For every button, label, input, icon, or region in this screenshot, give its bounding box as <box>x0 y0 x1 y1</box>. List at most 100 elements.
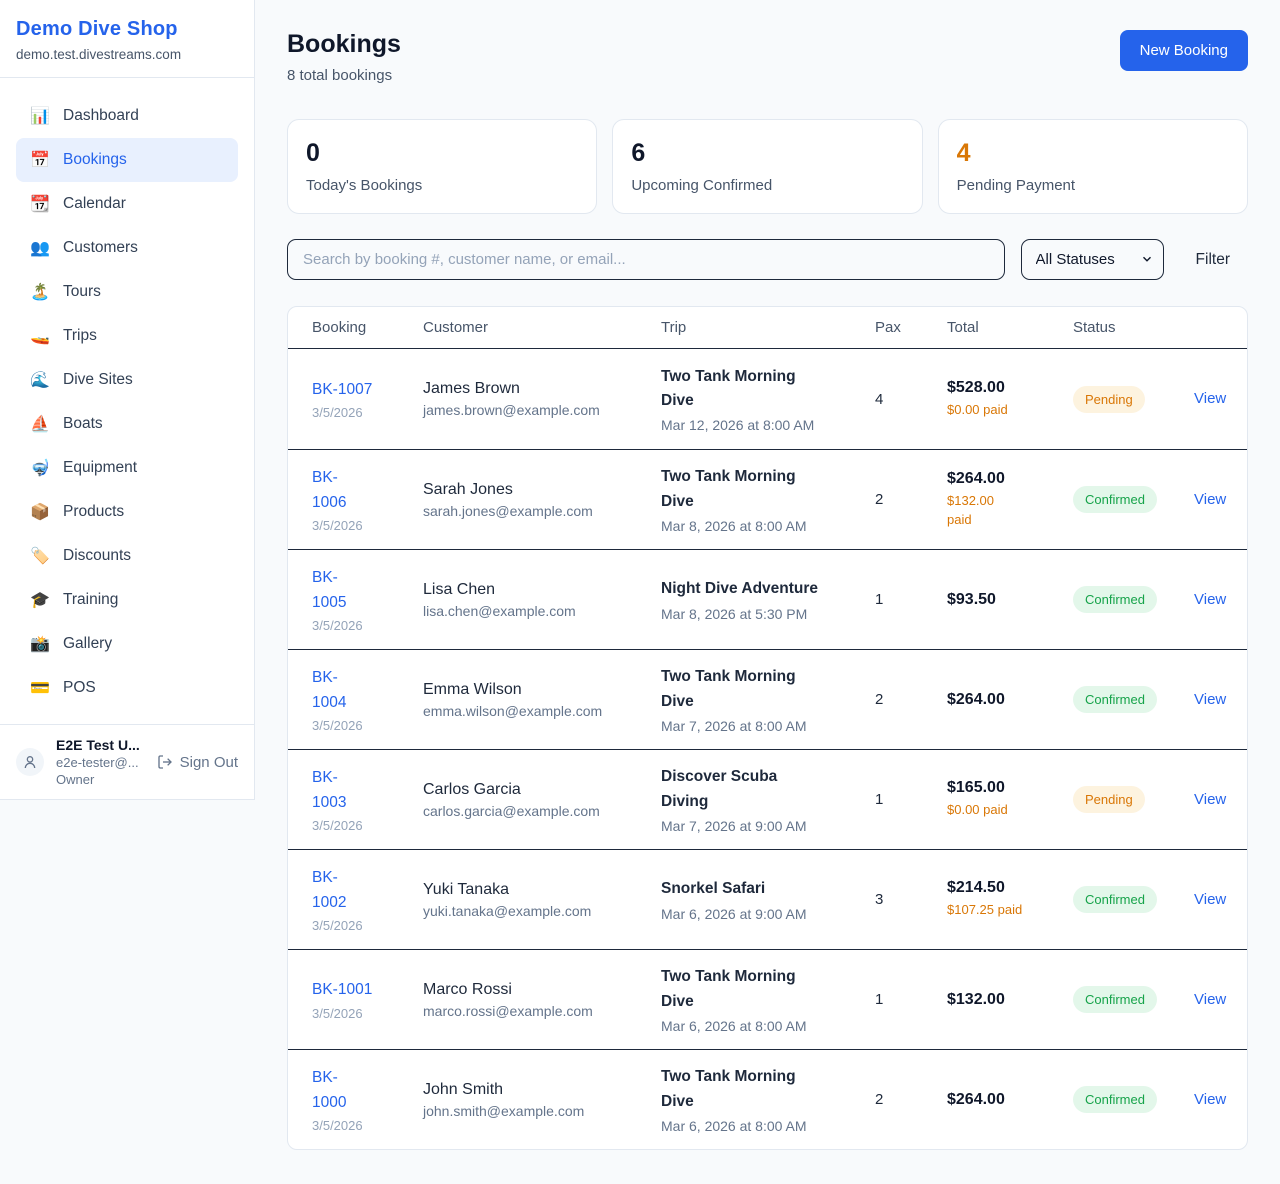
total-cell: $264.00 <box>947 1091 1073 1109</box>
booking-id-link[interactable]: BK- 1006 <box>312 469 347 511</box>
people-icon: 👥 <box>30 240 50 257</box>
view-link[interactable]: View <box>1194 690 1227 708</box>
total-amount: $132.00 <box>947 990 1005 1008</box>
view-link[interactable]: View <box>1194 890 1227 908</box>
person-icon <box>24 756 36 769</box>
sidebar-item-discounts[interactable]: 🏷️ Discounts <box>16 534 238 578</box>
pax-cell: 1 <box>875 791 884 808</box>
filter-button[interactable]: Filter <box>1195 250 1230 268</box>
booking-id-link[interactable]: BK- 1000 <box>312 1069 347 1111</box>
new-booking-button[interactable]: New Booking <box>1119 30 1248 71</box>
stat-label: Upcoming Confirmed <box>631 177 773 194</box>
island-icon: 🏝️ <box>30 284 50 301</box>
column-header-pax: Pax <box>875 319 901 336</box>
sign-out-button[interactable]: Sign Out <box>157 754 238 771</box>
sidebar-item-trips[interactable]: 🚤 Trips <box>16 314 238 358</box>
customer-cell: Yuki Tanaka yuki.tanaka@example.com <box>423 881 661 919</box>
booking-id-link[interactable]: BK-1001 <box>312 981 373 999</box>
total-cell: $165.00 $0.00 paid <box>947 779 1073 820</box>
sidebar-item-customers[interactable]: 👥 Customers <box>16 226 238 270</box>
view-link[interactable]: View <box>1194 390 1227 407</box>
user-name: E2E Test U... <box>56 737 140 753</box>
table-header: Booking Customer Trip Pax Total Status <box>288 307 1247 349</box>
sidebar-item-calendar[interactable]: 📆 Calendar <box>16 182 238 226</box>
diving-mask-icon: 🤿 <box>30 460 50 477</box>
total-cell: $132.00 <box>947 991 1073 1009</box>
total-amount: $264.00 <box>947 469 1005 487</box>
view-cell: View <box>1194 591 1238 609</box>
status-badge: Confirmed <box>1073 886 1157 913</box>
trip-datetime: Mar 8, 2026 at 5:30 PM <box>661 605 808 622</box>
trip-name: Two Tank Morning Dive <box>661 468 796 510</box>
sidebar-item-pos[interactable]: 💳 POS <box>16 666 238 710</box>
sidebar-item-gallery[interactable]: 📸 Gallery <box>16 622 238 666</box>
status-cell: Confirmed <box>1073 486 1194 513</box>
bookings-table: Booking Customer Trip Pax Total Status B… <box>287 306 1248 1150</box>
view-link[interactable]: View <box>1194 590 1227 608</box>
customer-name: Sarah Jones <box>423 480 513 498</box>
total-cell: $93.50 <box>947 591 1073 609</box>
booking-date: 3/5/2026 <box>312 1117 363 1133</box>
customer-email: yuki.tanaka@example.com <box>423 902 592 919</box>
sidebar-item-label: Gallery <box>63 635 113 652</box>
sidebar-item-label: POS <box>63 679 96 696</box>
stat-value: 4 <box>956 139 971 167</box>
customer-cell: Sarah Jones sarah.jones@example.com <box>423 481 661 519</box>
paid-amount: $132.00 paid <box>947 492 994 527</box>
booking-id-link[interactable]: BK- 1003 <box>312 769 347 811</box>
booking-date: 3/5/2026 <box>312 717 363 733</box>
total-cell: $264.00 $132.00 paid <box>947 470 1073 530</box>
sidebar-item-training[interactable]: 🎓 Training <box>16 578 238 622</box>
trip-cell: Two Tank Morning Dive Mar 6, 2026 at 8:00 … <box>661 965 875 1033</box>
customer-email: marco.rossi@example.com <box>423 1002 593 1019</box>
view-link[interactable]: View <box>1194 990 1227 1008</box>
total-cell: $264.00 <box>947 691 1073 709</box>
customer-name: Lisa Chen <box>423 580 496 598</box>
stat-label: Pending Payment <box>956 177 1076 194</box>
stat-value: 6 <box>631 139 646 167</box>
sidebar-item-bookings[interactable]: 📅 Bookings <box>16 138 238 182</box>
booking-id-link[interactable]: BK-1007 <box>312 380 373 398</box>
sidebar-item-label: Training <box>63 591 119 608</box>
column-header-total: Total <box>947 319 979 336</box>
sidebar-item-dashboard[interactable]: 📊 Dashboard <box>16 94 238 138</box>
trip-datetime: Mar 7, 2026 at 8:00 AM <box>661 717 807 734</box>
view-link[interactable]: View <box>1194 1090 1227 1108</box>
booking-id-link[interactable]: BK- 1004 <box>312 669 347 711</box>
trip-cell: Discover Scuba Diving Mar 7, 2026 at 9:00 … <box>661 765 875 833</box>
total-bookings-count: 8 total bookings <box>287 67 393 84</box>
customer-cell: Lisa Chen lisa.chen@example.com <box>423 581 661 619</box>
tear-off-calendar-icon: 📆 <box>30 196 50 213</box>
sidebar-item-equipment[interactable]: 🤿 Equipment <box>16 446 238 490</box>
trip-cell: Two Tank Morning Dive Mar 12, 2026 at 8:00… <box>661 365 875 433</box>
total-amount: $93.50 <box>947 590 996 608</box>
view-link[interactable]: View <box>1194 790 1227 808</box>
tag-icon: 🏷️ <box>30 548 50 565</box>
pax-cell: 1 <box>875 591 884 608</box>
booking-date: 3/5/2026 <box>312 617 363 633</box>
total-amount: $528.00 <box>947 378 1005 396</box>
sidebar-item-boats[interactable]: ⛵ Boats <box>16 402 238 446</box>
table-row: BK- 1005 3/5/2026 Lisa Chen lisa.chen@exampl… <box>288 549 1247 649</box>
customer-email: carlos.garcia@example.com <box>423 802 600 819</box>
trip-datetime: Mar 8, 2026 at 8:00 AM <box>661 517 807 534</box>
sidebar-item-products[interactable]: 📦 Products <box>16 490 238 534</box>
status-filter-select[interactable]: All Statuses <box>1020 239 1164 280</box>
sidebar-item-dive-sites[interactable]: 🌊 Dive Sites <box>16 358 238 402</box>
page-title: Bookings <box>287 30 401 58</box>
column-header-status: Status <box>1073 319 1116 336</box>
trip-name: Two Tank Morning Dive <box>661 968 796 1010</box>
table-row: BK- 1002 3/5/2026 Yuki Tanaka yuki.tanaka@ex… <box>288 849 1247 949</box>
sidebar-item-label: Products <box>63 503 125 520</box>
search-input[interactable] <box>287 239 1005 280</box>
trip-cell: Two Tank Morning Dive Mar 7, 2026 at 8:00 … <box>661 665 875 733</box>
booking-cell: BK-1007 3/5/2026 <box>312 378 423 420</box>
booking-id-link[interactable]: BK- 1005 <box>312 569 347 611</box>
view-cell: View <box>1194 390 1238 408</box>
booking-cell: BK-1001 3/5/2026 <box>312 978 423 1020</box>
view-link[interactable]: View <box>1194 490 1227 508</box>
customer-name: Marco Rossi <box>423 980 512 998</box>
sidebar-item-tours[interactable]: 🏝️ Tours <box>16 270 238 314</box>
view-cell: View <box>1194 491 1238 509</box>
booking-id-link[interactable]: BK- 1002 <box>312 869 347 911</box>
